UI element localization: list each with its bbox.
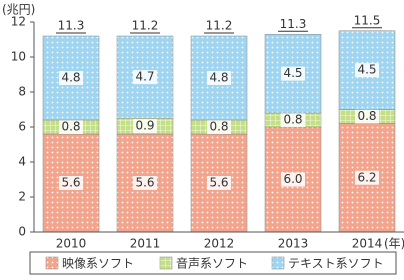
value-label: 0.8 bbox=[357, 109, 376, 123]
y-tick-label: 12 bbox=[11, 15, 26, 29]
value-label: 4.8 bbox=[61, 71, 80, 85]
value-label: 5.6 bbox=[209, 176, 228, 190]
legend-label: テキスト系ソフト bbox=[288, 257, 384, 271]
label-bg bbox=[207, 176, 231, 190]
value-label: 4.5 bbox=[283, 66, 302, 80]
value-label: 4.7 bbox=[135, 70, 154, 84]
y-tick-label: 0 bbox=[18, 225, 26, 239]
legend-label: 映像系ソフト bbox=[62, 257, 134, 271]
x-tick-label: 2014 bbox=[352, 237, 383, 251]
total-label: 11.2 bbox=[206, 19, 233, 33]
value-label: 0.8 bbox=[61, 120, 80, 134]
x-tick-label: 2010 bbox=[56, 237, 87, 251]
label-bg bbox=[133, 119, 157, 134]
label-bg bbox=[133, 176, 157, 190]
value-label: 5.6 bbox=[61, 176, 80, 190]
value-label: 6.0 bbox=[283, 172, 302, 186]
y-axis-label: (兆円) bbox=[2, 3, 35, 17]
value-label: 4.5 bbox=[357, 63, 376, 77]
legend-box bbox=[29, 251, 397, 275]
legend-swatch bbox=[159, 256, 173, 270]
x-tick-label: 2013 bbox=[278, 237, 309, 251]
label-bg bbox=[281, 172, 305, 187]
value-label: 6.2 bbox=[357, 170, 376, 184]
value-label: 5.6 bbox=[135, 176, 154, 190]
value-label: 4.8 bbox=[209, 71, 228, 85]
value-label: 0.8 bbox=[283, 113, 302, 127]
label-bg bbox=[133, 70, 157, 85]
x-axis-label: (年) bbox=[384, 237, 404, 251]
y-tick-label: 8 bbox=[18, 85, 26, 99]
value-label: 0.9 bbox=[135, 119, 154, 133]
label-bg bbox=[355, 63, 379, 78]
label-bg bbox=[207, 71, 231, 85]
label-bg bbox=[355, 170, 379, 185]
x-tick-label: 2011 bbox=[130, 237, 161, 251]
y-tick-label: 10 bbox=[11, 50, 26, 64]
label-bg bbox=[59, 120, 83, 134]
total-label: 11.3 bbox=[280, 17, 307, 31]
legend-swatch bbox=[45, 256, 59, 270]
label-bg bbox=[281, 113, 305, 127]
y-tick-label: 6 bbox=[18, 120, 26, 134]
x-tick-label: 2012 bbox=[204, 237, 235, 251]
total-label: 11.5 bbox=[354, 13, 381, 27]
label-bg bbox=[59, 71, 83, 85]
bar-segment bbox=[42, 35, 100, 121]
label-bg bbox=[207, 120, 231, 134]
label-bg bbox=[281, 66, 305, 81]
total-label: 11.2 bbox=[132, 19, 159, 33]
y-tick-label: 4 bbox=[18, 155, 26, 169]
y-tick-label: 2 bbox=[18, 190, 26, 204]
label-bg bbox=[59, 176, 83, 190]
legend-label: 音声系ソフト bbox=[176, 256, 248, 271]
value-label: 0.8 bbox=[209, 120, 228, 134]
total-label: 11.3 bbox=[58, 19, 85, 33]
legend-swatch bbox=[271, 256, 285, 270]
label-bg bbox=[355, 109, 379, 124]
